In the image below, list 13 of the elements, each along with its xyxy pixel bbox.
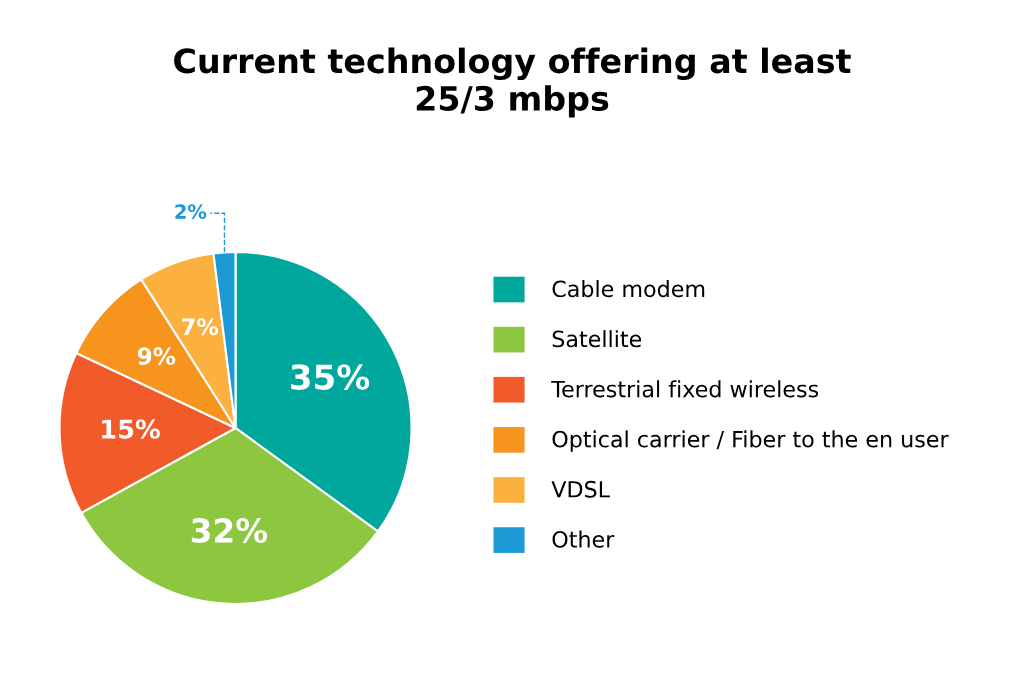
data-label: 15% [102,419,160,439]
data-label: 35% [291,364,370,390]
legend-label: Other [552,530,615,548]
legend-label: Optical carrier / Fiber to the en user [552,430,949,452]
legend-label: Cable modem [552,280,705,298]
data-label: 32% [191,518,268,543]
legend-label: Terrestrial fixed wireless [551,380,819,398]
data-label: 9% [137,347,176,365]
chart-title: Current technology offering at least 25/3 mbps [174,47,851,118]
data-label: 7% [182,318,219,336]
legend-label: VDSL [551,480,610,498]
data-label: 2% [175,204,207,219]
legend-label: Satellite [552,330,642,348]
